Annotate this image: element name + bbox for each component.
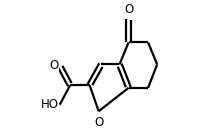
- Text: HO: HO: [40, 98, 58, 111]
- Text: O: O: [49, 59, 58, 72]
- Text: O: O: [124, 3, 133, 16]
- Text: O: O: [94, 116, 103, 129]
